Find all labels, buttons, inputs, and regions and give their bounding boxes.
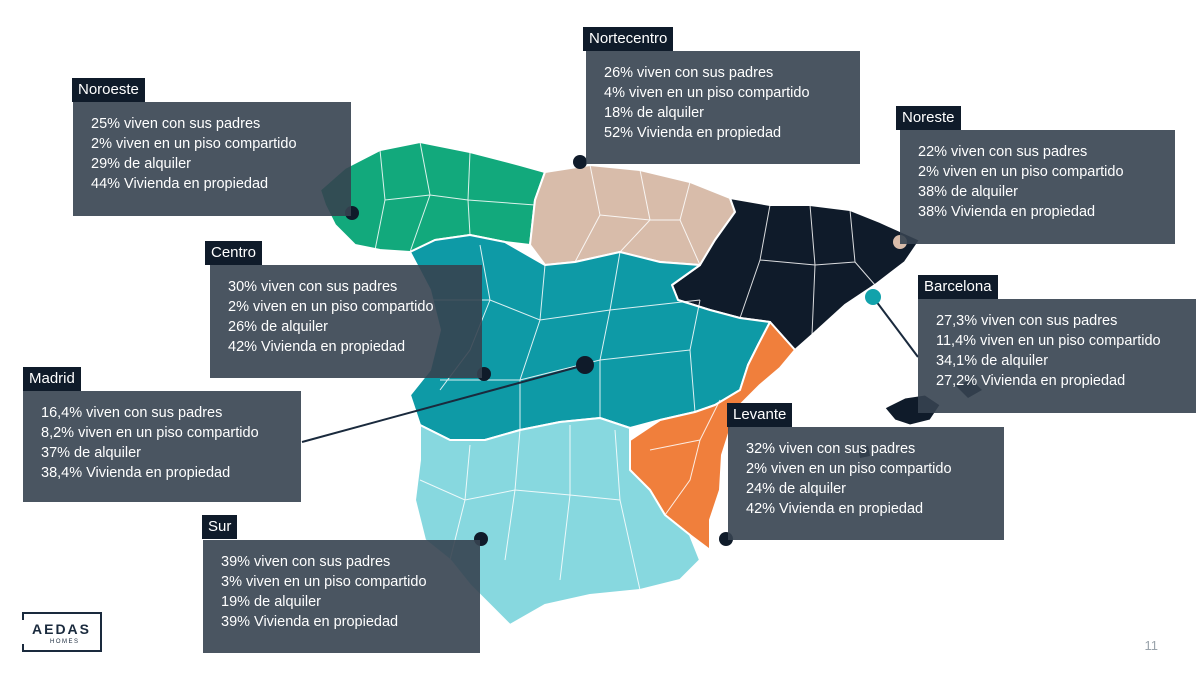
label-centro: Centro [205,241,263,265]
stat-line: 26% viven con sus padres [604,65,774,81]
stat-line: 37% de alquiler [41,445,141,461]
stat-line: 3% viven en un piso compartido [221,574,427,590]
label-levante: Levante [727,403,793,427]
stat-line: 39% viven con sus padres [221,554,391,570]
stat-line: 19% de alquiler [221,594,321,610]
stat-line: 24% de alquiler [746,481,846,497]
stat-line: 2% viven en un piso compartido [746,461,952,477]
stat-line: 2% viven en un piso compartido [91,136,297,152]
leader-madrid [301,364,586,443]
marker-barcelona[interactable] [865,289,881,305]
stat-line: 42% Vivienda en propiedad [746,501,924,517]
stat-line: 39% Vivienda en propiedad [221,614,399,630]
stat-line: 30% viven con sus padres [228,279,398,295]
aedas-homes-logo: AEDAS HOMES [22,612,102,652]
stat-line: 4% viven en un piso compartido [604,85,810,101]
stat-line: 2% viven en un piso compartido [918,164,1124,180]
stat-line: 18% de alquiler [604,105,704,121]
stats-box-levante: 32% viven con sus padres 2% viven en un … [728,427,1004,540]
stats-box-centro: 30% viven con sus padres 2% viven en un … [210,265,482,378]
stat-line: 34,1% de alquiler [936,353,1049,369]
stat-line: 8,2% viven en un piso compartido [41,425,259,441]
marker-madrid[interactable] [576,356,594,374]
logo-sub: HOMES [50,639,80,645]
stats-box-noroeste: 25% viven con sus padres 2% viven en un … [73,102,351,216]
label-sur: Sur [202,515,238,539]
region-sur [414,417,701,626]
stat-line: 42% Vivienda en propiedad [228,339,406,355]
stat-line: 38% de alquiler [918,184,1018,200]
label-nortecentro: Nortecentro [583,27,674,51]
stat-line: 29% de alquiler [91,156,191,172]
region-shape-nortecentro [529,164,736,266]
stat-line: 26% de alquiler [228,319,328,335]
leader-barcelona [872,296,919,358]
stat-line: 11,4% viven en un piso compartido [936,333,1161,349]
stat-line: 27,3% viven con sus padres [936,313,1118,329]
label-madrid: Madrid [23,367,81,391]
stats-box-nortecentro: 26% viven con sus padres 4% viven en un … [586,51,860,164]
stat-line: 22% viven con sus padres [918,144,1088,160]
stat-line: 52% Vivienda en propiedad [604,125,782,141]
label-noroeste: Noroeste [72,78,145,102]
stat-line: 2% viven en un piso compartido [228,299,434,315]
logo-name: AEDAS [32,621,92,637]
stat-line: 25% viven con sus padres [91,116,261,132]
stats-box-sur: 39% viven con sus padres 3% viven en un … [203,540,480,653]
stat-line: 27,2% Vivienda en propiedad [936,373,1126,389]
stat-line: 38,4% Vivienda en propiedad [41,465,231,481]
label-noreste: Noreste [896,106,961,130]
label-barcelona: Barcelona [918,275,998,299]
stats-box-noreste: 22% viven con sus padres 2% viven en un … [900,130,1175,244]
stat-line: 38% Vivienda en propiedad [918,204,1096,220]
region-nortecentro [529,164,736,266]
marker-nortecentro[interactable] [573,155,587,169]
stat-line: 16,4% viven con sus padres [41,405,223,421]
page-number: 11 [1144,638,1159,653]
region-shape-noroeste [319,141,546,253]
region-noroeste [319,141,546,253]
stat-line: 32% viven con sus padres [746,441,916,457]
stats-box-barcelona: 27,3% viven con sus padres 11,4% viven e… [918,299,1196,413]
stat-line: 44% Vivienda en propiedad [91,176,269,192]
stats-box-madrid: 16,4% viven con sus padres 8,2% viven en… [23,391,301,502]
